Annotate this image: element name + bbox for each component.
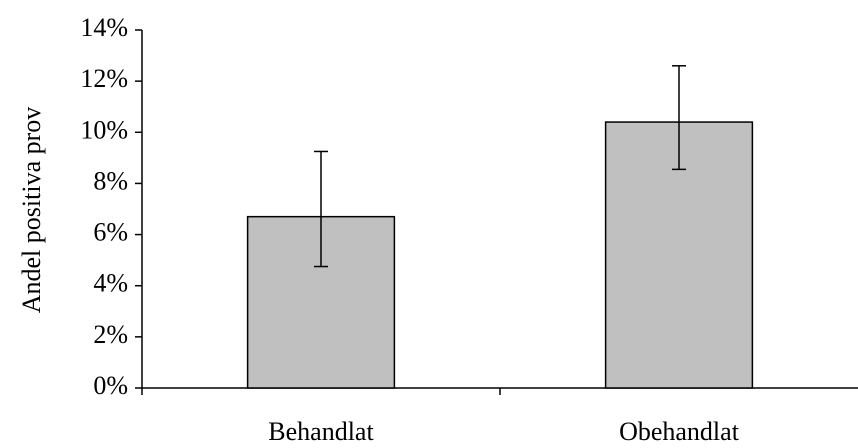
category-labels: Behandlat Obehandlat xyxy=(268,417,739,446)
x-axis xyxy=(141,387,858,395)
y-tick-label: 0% xyxy=(93,371,128,400)
y-tick-label: 12% xyxy=(80,64,128,93)
y-axis: 0% 2% 4% 6% 8% 10% 12% 14% xyxy=(80,13,143,400)
y-tick-label: 4% xyxy=(93,269,128,298)
y-tick-label: 6% xyxy=(93,218,128,247)
error-bars xyxy=(314,65,686,268)
y-tick-label: 10% xyxy=(80,115,128,144)
y-tick-label: 8% xyxy=(93,166,128,195)
y-axis-title: Andel positiva prov xyxy=(17,107,46,314)
category-label: Behandlat xyxy=(268,417,374,446)
bars xyxy=(246,121,754,389)
y-tick-label: 14% xyxy=(80,13,128,42)
y-tick-label: 2% xyxy=(93,320,128,349)
category-label: Obehandlat xyxy=(619,417,740,446)
